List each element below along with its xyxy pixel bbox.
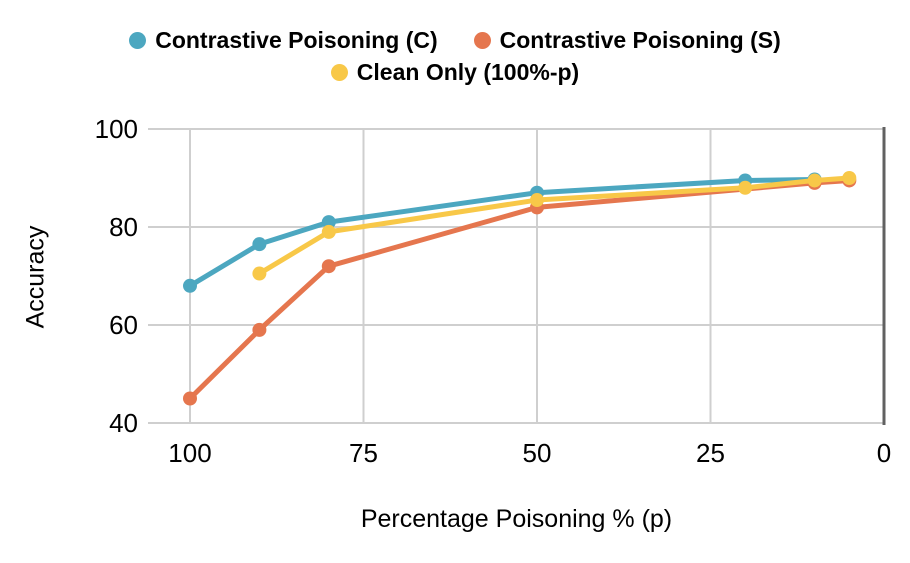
x-tick-label: 50 [523,438,552,468]
data-point [183,391,197,406]
legend-label: Clean Only (100%-p) [356,58,580,85]
legend-row: Clean Only (100%-p) [330,56,580,88]
data-point [252,266,267,281]
data-point [530,193,544,208]
x-tick-label: 25 [696,438,725,468]
data-point [321,224,336,239]
y-tick-label: 80 [109,212,138,242]
x-tick-label: 75 [349,438,378,468]
data-point [807,173,822,188]
data-point [321,259,336,274]
series-line-1 [187,177,852,401]
legend: Contrastive Poisoning (C) Contrastive Po… [0,24,910,88]
legend-label: Contrastive Poisoning (S) [499,26,781,53]
legend-item-clean-only: Clean Only (100%-p) [330,58,580,86]
legend-marker-circle-icon [129,31,147,49]
legend-marker-circle-icon [473,31,491,49]
legend-marker-circle-icon [330,63,348,81]
y-tick-label: 40 [109,408,138,438]
y-tick-label: 100 [95,114,138,144]
data-point [842,171,857,185]
legend-row: Contrastive Poisoning (C) Contrastive Po… [129,24,781,56]
series-line-0 [187,176,818,289]
x-tick-label: 100 [168,438,211,468]
x-tick-label: 0 [877,438,891,468]
x-axis-title: Percentage Poisoning % (p) [360,505,673,533]
data-point [252,322,267,337]
legend-label: Contrastive Poisoning (C) [155,26,438,53]
y-tick-label: 60 [109,310,138,340]
legend-item-contrastive-poisoning-c: Contrastive Poisoning (C) [129,26,438,54]
data-point [252,237,267,252]
y-axis-title: Accuracy [21,225,50,329]
legend-item-contrastive-poisoning-s: Contrastive Poisoning (S) [473,26,781,54]
data-point [321,215,336,230]
data-point [738,180,753,195]
data-point [183,278,197,293]
